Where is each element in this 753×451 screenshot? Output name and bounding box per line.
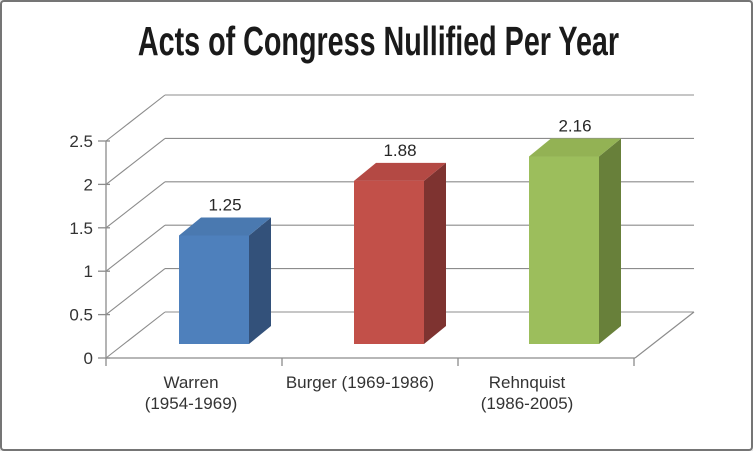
gridline-wall-diagonal bbox=[105, 94, 166, 142]
gridline-wall-diagonal bbox=[105, 268, 166, 316]
gridline-wall-diagonal bbox=[105, 181, 166, 229]
y-tick-label: 1 bbox=[84, 262, 93, 281]
bar-data-label: 1.25 bbox=[208, 196, 241, 215]
bar-top-red bbox=[354, 162, 446, 181]
gridline-wall-diagonal bbox=[105, 137, 166, 185]
bar-side-red bbox=[424, 162, 446, 344]
bar-front-red bbox=[354, 180, 424, 344]
bar-front-green bbox=[529, 156, 599, 344]
chart-title: Acts of Congress Nullified Per Year bbox=[137, 18, 620, 64]
y-tick-label: 2.5 bbox=[69, 132, 93, 151]
y-tick-label: 2 bbox=[84, 175, 93, 194]
bar-top-green bbox=[529, 138, 621, 157]
bar-side-green bbox=[599, 138, 621, 344]
y-tick-label: 0.5 bbox=[69, 306, 93, 325]
bar-data-label: 2.16 bbox=[558, 117, 591, 136]
bar-data-label: 1.88 bbox=[383, 141, 416, 160]
gridline-wall-diagonal bbox=[105, 311, 166, 359]
gridline-wall-diagonal bbox=[105, 224, 166, 272]
bar-front-blue bbox=[179, 235, 249, 344]
bar-side-blue bbox=[249, 217, 271, 344]
floor-right-edge bbox=[634, 311, 695, 359]
bar-top-blue bbox=[179, 217, 271, 236]
y-tick-label: 1.5 bbox=[69, 219, 93, 238]
y-tick-label: 0 bbox=[84, 349, 93, 368]
